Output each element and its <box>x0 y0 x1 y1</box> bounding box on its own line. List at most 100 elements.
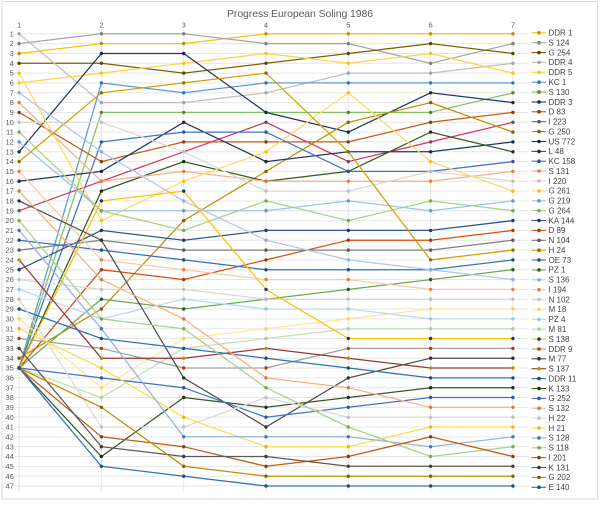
svg-text:22: 22 <box>5 236 13 245</box>
svg-text:15: 15 <box>5 167 13 176</box>
svg-text:S 124: S 124 <box>549 39 570 48</box>
svg-text:S 131: S 131 <box>549 167 570 176</box>
svg-text:I 201: I 201 <box>549 453 567 462</box>
svg-text:30: 30 <box>5 314 13 323</box>
svg-text:DDR 11: DDR 11 <box>549 374 577 383</box>
svg-text:US 772: US 772 <box>549 137 576 146</box>
svg-text:S 130: S 130 <box>549 88 570 97</box>
svg-text:K 131: K 131 <box>549 463 570 472</box>
svg-text:2: 2 <box>99 20 103 29</box>
svg-text:G 202: G 202 <box>549 473 571 482</box>
svg-text:39: 39 <box>5 403 13 412</box>
svg-text:5: 5 <box>10 69 14 78</box>
svg-text:5: 5 <box>346 20 350 29</box>
svg-text:11: 11 <box>6 128 14 137</box>
svg-text:I 194: I 194 <box>549 286 567 295</box>
svg-text:H 21: H 21 <box>549 424 566 433</box>
svg-text:DDR 9: DDR 9 <box>549 345 574 354</box>
svg-text:23: 23 <box>5 246 13 255</box>
svg-text:12: 12 <box>5 138 13 147</box>
svg-text:36: 36 <box>5 373 13 382</box>
svg-text:S 138: S 138 <box>549 335 570 344</box>
svg-text:DDR 4: DDR 4 <box>549 58 574 67</box>
svg-text:G 219: G 219 <box>549 197 571 206</box>
svg-text:KC 158: KC 158 <box>549 157 576 166</box>
svg-text:46: 46 <box>5 472 13 481</box>
svg-text:I 220: I 220 <box>549 177 567 186</box>
svg-text:35: 35 <box>5 364 13 373</box>
svg-text:18: 18 <box>5 197 13 206</box>
svg-text:G 264: G 264 <box>549 206 571 215</box>
svg-text:S 128: S 128 <box>549 434 570 443</box>
svg-text:34: 34 <box>5 354 13 363</box>
svg-text:44: 44 <box>5 452 13 461</box>
svg-text:H 22: H 22 <box>549 414 566 423</box>
svg-text:4: 4 <box>10 59 14 68</box>
svg-text:43: 43 <box>5 442 13 451</box>
svg-text:N 102: N 102 <box>549 295 571 304</box>
svg-text:42: 42 <box>5 432 13 441</box>
svg-text:25: 25 <box>5 265 13 274</box>
svg-text:21: 21 <box>5 226 13 235</box>
svg-text:2: 2 <box>10 39 14 48</box>
svg-text:DDR 5: DDR 5 <box>549 68 574 77</box>
svg-text:N 104: N 104 <box>549 236 571 245</box>
svg-text:Progress European Soling 1986: Progress European Soling 1986 <box>227 8 373 20</box>
svg-text:19: 19 <box>5 206 13 215</box>
svg-text:8: 8 <box>10 98 14 107</box>
svg-text:3: 3 <box>182 20 186 29</box>
svg-text:9: 9 <box>10 108 14 117</box>
svg-text:D 83: D 83 <box>549 108 566 117</box>
svg-text:M 18: M 18 <box>549 305 567 314</box>
svg-text:33: 33 <box>5 344 13 353</box>
svg-text:4: 4 <box>264 20 268 29</box>
svg-text:OE 73: OE 73 <box>549 256 572 265</box>
svg-text:29: 29 <box>5 305 13 314</box>
svg-text:7: 7 <box>10 88 14 97</box>
svg-text:32: 32 <box>5 334 13 343</box>
svg-text:38: 38 <box>5 393 13 402</box>
svg-text:31: 31 <box>5 324 13 333</box>
svg-text:3: 3 <box>10 49 14 58</box>
svg-text:28: 28 <box>5 295 13 304</box>
svg-text:G 250: G 250 <box>549 127 571 136</box>
svg-text:S 137: S 137 <box>549 365 570 374</box>
svg-text:17: 17 <box>5 187 13 196</box>
svg-text:H 24: H 24 <box>549 246 566 255</box>
svg-text:14: 14 <box>5 157 13 166</box>
svg-text:47: 47 <box>5 482 13 491</box>
svg-text:KC 1: KC 1 <box>549 78 567 87</box>
svg-text:DDR 3: DDR 3 <box>549 98 574 107</box>
svg-text:1: 1 <box>17 20 21 29</box>
svg-text:S 132: S 132 <box>549 404 570 413</box>
svg-text:M 81: M 81 <box>549 325 567 334</box>
svg-text:41: 41 <box>5 423 13 432</box>
svg-text:27: 27 <box>5 285 13 294</box>
svg-text:S 118: S 118 <box>549 444 570 453</box>
svg-text:I 223: I 223 <box>549 118 567 127</box>
svg-text:G 252: G 252 <box>549 394 571 403</box>
svg-text:K 133: K 133 <box>549 384 570 393</box>
svg-text:M 77: M 77 <box>549 355 567 364</box>
svg-text:40: 40 <box>5 413 13 422</box>
svg-text:PZ 1: PZ 1 <box>549 266 566 275</box>
svg-text:10: 10 <box>5 118 13 127</box>
svg-text:KA 144: KA 144 <box>549 216 575 225</box>
svg-text:1: 1 <box>10 29 14 38</box>
svg-text:26: 26 <box>5 275 13 284</box>
svg-text:6: 6 <box>429 20 433 29</box>
svg-text:E 140: E 140 <box>549 483 570 492</box>
svg-text:G 261: G 261 <box>549 187 571 196</box>
svg-text:G 254: G 254 <box>549 48 571 57</box>
svg-text:7: 7 <box>511 20 515 29</box>
svg-text:13: 13 <box>5 147 13 156</box>
svg-text:20: 20 <box>5 216 13 225</box>
svg-text:45: 45 <box>5 462 13 471</box>
svg-text:PZ 4: PZ 4 <box>549 315 566 324</box>
svg-text:24: 24 <box>5 255 13 264</box>
svg-text:37: 37 <box>5 383 13 392</box>
svg-text:S 136: S 136 <box>549 276 570 285</box>
svg-text:16: 16 <box>5 177 13 186</box>
svg-text:D 89: D 89 <box>549 226 566 235</box>
svg-text:6: 6 <box>10 79 14 88</box>
